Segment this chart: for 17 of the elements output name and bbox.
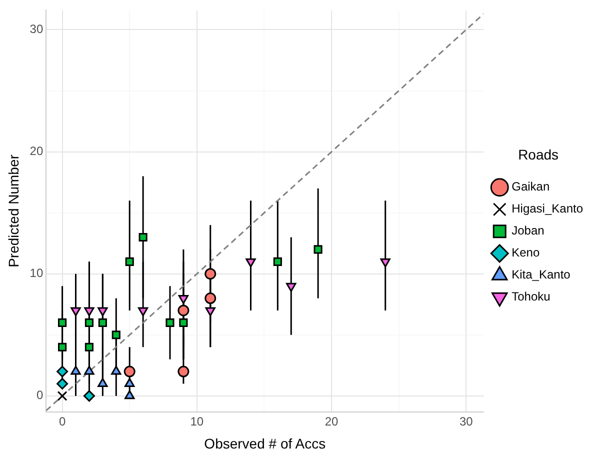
x-axis-title: Observed # of Accs	[204, 435, 326, 452]
legend-label: Tohoku	[512, 290, 550, 304]
y-tick-label: 0	[36, 388, 44, 402]
x-tick-label: 20	[324, 414, 339, 428]
legend-title: Roads	[518, 146, 559, 162]
y-tick-label: 20	[30, 144, 44, 158]
legend-label: Keno	[512, 246, 540, 260]
legend-label: Gaikan	[512, 180, 550, 194]
x-tick-label: 0	[58, 414, 66, 428]
y-axis-title: Predicted Number	[5, 154, 22, 268]
legend-label: Kita_Kanto	[512, 268, 571, 282]
legend-label: Higasi_Kanto	[512, 202, 584, 216]
y-tick-label: 10	[30, 266, 44, 280]
legend-label: Joban	[512, 224, 544, 238]
y-tick-label: 30	[30, 22, 44, 36]
x-tick-label: 30	[459, 414, 474, 428]
x-tick-label: 10	[190, 414, 204, 428]
